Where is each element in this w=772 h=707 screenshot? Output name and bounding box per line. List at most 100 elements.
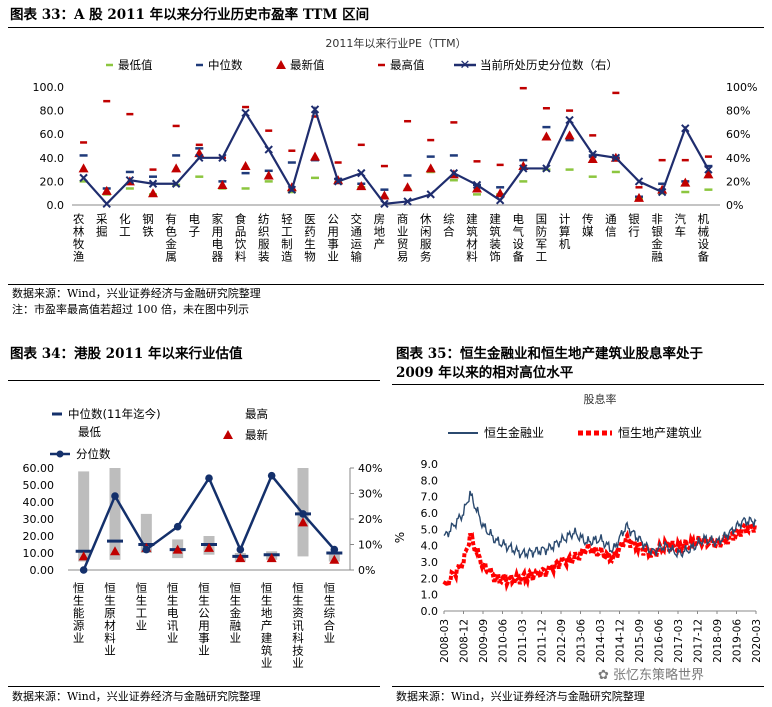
legend-label: 最新值	[290, 58, 325, 72]
pct-point	[588, 150, 597, 159]
y2-tick-label: 20%	[726, 175, 750, 188]
legend-label: 当前所处历史分位数（右）	[480, 58, 618, 72]
latest-mark	[204, 542, 214, 552]
pct-point	[333, 177, 343, 186]
x-tick-label: 家用电器	[210, 212, 224, 263]
latest-mark	[78, 551, 89, 561]
y2-tick-label: 40%	[726, 152, 750, 165]
x-tick-label: 恒生综合业	[322, 582, 336, 645]
x-tick-label: 机械设备	[696, 212, 710, 263]
y2-tick-label: 80%	[726, 105, 750, 118]
latest-mark	[356, 181, 367, 191]
x-tick-label: 建筑装饰	[488, 212, 502, 263]
x-tick-label: 2015-09	[634, 619, 646, 663]
y-tick-label: 80.0	[40, 105, 65, 118]
pct-point	[704, 165, 713, 174]
x-tick-label: 2012-09	[556, 619, 568, 663]
x-tick-label: 通信	[604, 213, 618, 238]
x-tick-label: 公用事业	[326, 213, 340, 263]
pct-point	[330, 545, 339, 554]
pct-point	[449, 168, 459, 178]
pct-point	[111, 492, 119, 500]
pct-point	[472, 180, 482, 190]
y-tick-label: 30.00	[23, 513, 55, 526]
fig33-note: 注：市盈率最高值若超过 100 倍，未在图中列示	[12, 303, 249, 316]
range-bar	[78, 471, 90, 562]
x-tick-label: 2011-12	[537, 619, 549, 663]
pct-point	[125, 176, 135, 185]
y2-tick-label: 100%	[726, 81, 757, 94]
legend-label: 最高值	[390, 58, 425, 72]
pct-point	[299, 510, 307, 518]
watermark-text: 张忆东策略世界	[613, 668, 705, 683]
y-tick-label: 1.0	[421, 589, 439, 602]
legend-label: 最低值	[118, 58, 153, 72]
fig33-source: 数据来源：Wind，兴业证券经济与金融研究院整理	[12, 287, 261, 300]
x-tick-label: 有色金属	[164, 212, 178, 263]
pct-line	[82, 473, 336, 571]
pct-point	[403, 197, 412, 206]
x-tick-label: 房地产	[372, 213, 386, 251]
x-tick-label: 2014-12	[615, 619, 627, 663]
x-tick-label: 恒生资讯科技业	[291, 582, 305, 670]
y-tick-label: 50.00	[23, 479, 55, 492]
x-tick-label: 化工	[118, 212, 132, 238]
pct-point	[79, 566, 88, 574]
x-tick-label: 2016-06	[654, 619, 666, 663]
fig33-top-rule	[8, 27, 764, 28]
fig33-bottom-rule	[8, 284, 764, 285]
latest-mark	[310, 151, 320, 161]
latest-mark	[263, 170, 274, 180]
pct-point	[565, 115, 574, 125]
x-tick-label: 国防军工	[534, 213, 548, 263]
x-tick-label: 恒生地产建筑业	[260, 582, 274, 670]
fig35-title-line1: 图表 35：恒生金融业和恒生地产建筑业股息率处于	[396, 346, 703, 362]
y-tick-label: 20.00	[23, 530, 55, 543]
pct-point	[426, 190, 435, 199]
pct-point	[171, 179, 181, 188]
fig35-top-rule	[392, 384, 764, 385]
series-line-fin	[443, 490, 757, 560]
x-tick-label: 2013-06	[576, 619, 588, 663]
y-tick-label: 60.0	[40, 128, 65, 141]
fig34-bottom-rule	[8, 686, 380, 687]
latest-mark	[495, 188, 506, 198]
pct-point	[357, 168, 366, 178]
x-tick-label: 恒生能源业	[72, 582, 86, 645]
fig34-top-rule	[8, 380, 380, 381]
x-tick-label: 商业贸易	[396, 212, 410, 263]
legend-label: 恒生地产建筑业	[618, 425, 702, 440]
latest-mark	[298, 517, 308, 527]
fig35-title-line2: 2009 年以来的相对高位水平	[396, 365, 574, 381]
y2-tick-label: 0%	[358, 564, 375, 577]
y-tick-label: 0.0	[421, 605, 439, 618]
legend-label: 最高	[245, 407, 268, 421]
legend-swatch-pct-marker: ✕	[460, 58, 471, 73]
x-tick-label: 恒生工业	[134, 582, 148, 632]
legend-label: 中位数	[208, 58, 243, 72]
y-tick-label: 4.0	[421, 540, 439, 553]
pct-point	[634, 177, 644, 186]
fig33-title: 图表 33：A 股 2011 年以来分行业历史市盈率 TTM 区间	[10, 7, 370, 23]
y-tick-label: 2.0	[421, 572, 439, 585]
legend-swatch-latest	[223, 430, 233, 439]
latest-mark	[379, 190, 390, 200]
x-tick-label: 汽车	[673, 212, 687, 238]
latest-mark	[235, 553, 246, 563]
x-tick-label: 恒生公用事业	[197, 582, 211, 657]
x-tick-label: 恒生原材料业	[103, 582, 117, 657]
y-tick-label: 60.00	[23, 462, 55, 475]
pct-point	[542, 164, 551, 173]
pct-point	[495, 196, 505, 205]
x-tick-label: 2009-09	[478, 619, 490, 663]
x-tick-label: 2017-12	[693, 619, 705, 663]
x-tick-label: 建筑材料	[465, 212, 479, 263]
pct-point	[267, 471, 276, 480]
x-tick-label: 钢铁	[141, 213, 155, 238]
pct-point	[142, 545, 151, 554]
watermark: ✿ 张忆东策略世界	[598, 664, 704, 683]
pct-point	[79, 173, 88, 183]
x-tick-label: 2008-03	[439, 619, 451, 663]
y-tick-label: 6.0	[421, 507, 439, 520]
